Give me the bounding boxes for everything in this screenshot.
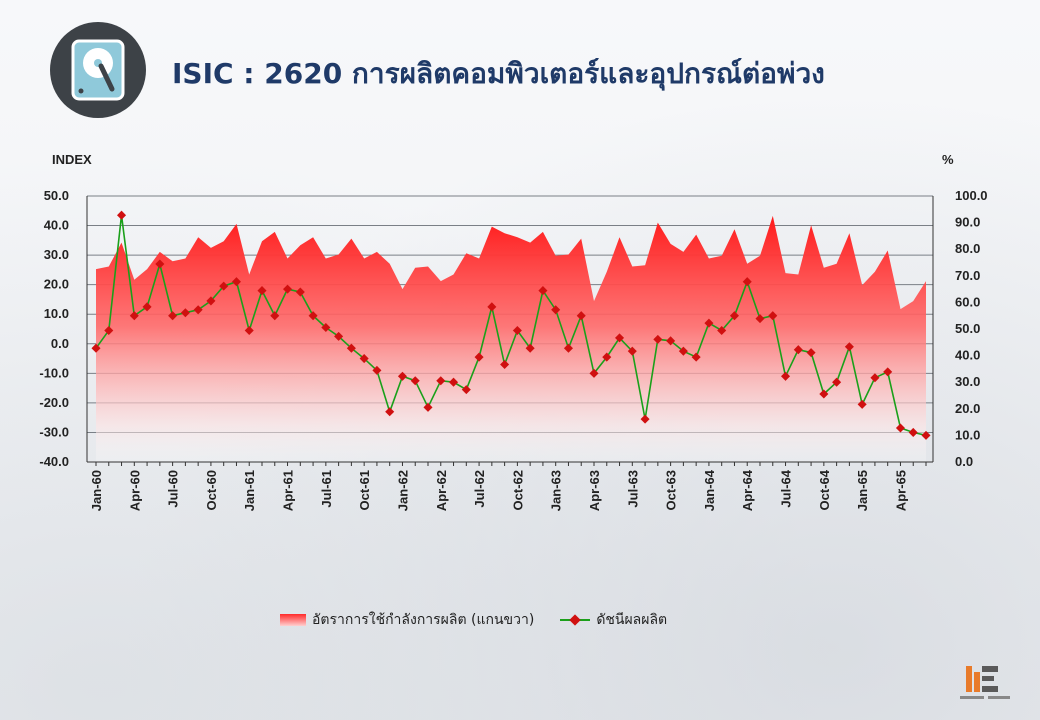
- legend-label-index: ดัชนีผลผลิต: [596, 612, 668, 628]
- x-tick-label: Apr-60: [127, 470, 142, 511]
- x-tick-label: Oct-63: [664, 470, 679, 510]
- index-point: [781, 371, 791, 381]
- legend-item-index: ดัชนีผลผลิต: [560, 609, 667, 631]
- index-point: [755, 314, 765, 324]
- index-point: [819, 389, 829, 399]
- left-tick-label: 50.0: [44, 188, 69, 203]
- right-tick-label: 50.0: [955, 321, 980, 336]
- x-tick-label: Jan-63: [549, 470, 564, 511]
- x-tick-label: Jan-65: [855, 470, 870, 511]
- index-point: [653, 334, 663, 344]
- x-tick-label: Apr-62: [434, 470, 449, 511]
- right-tick-label: 90.0: [955, 215, 980, 230]
- index-point: [219, 281, 229, 291]
- x-tick-label: Jul-63: [625, 470, 640, 508]
- oie-logo: [960, 666, 1010, 699]
- hard-disk-icon: [50, 22, 146, 118]
- index-point: [640, 414, 650, 424]
- x-tick-label: Oct-60: [204, 470, 219, 510]
- x-tick-label: Apr-61: [281, 470, 296, 511]
- left-tick-label: 30.0: [44, 247, 69, 262]
- x-tick-label: Jul-62: [472, 470, 487, 508]
- chart: 50.0 40.0 30.0 20.0 10.0 0.0 -10.0 -20.0 -30.0 -4…: [39, 188, 987, 511]
- right-tick-label: 70.0: [955, 268, 980, 283]
- axes: [86, 196, 934, 466]
- x-tick-label: Jan-62: [395, 470, 410, 511]
- index-point: [678, 346, 688, 356]
- index-point: [244, 325, 254, 336]
- x-tick-label: Apr-63: [587, 470, 602, 511]
- legend-item-capacity: อัตราการใช้กำลังการผลิต (แกนขวา): [280, 609, 534, 631]
- index-point: [206, 296, 216, 306]
- legend-swatch-area: [280, 614, 306, 626]
- left-tick-label: -20.0: [39, 395, 69, 410]
- index-point: [155, 259, 165, 269]
- index-point: [666, 336, 676, 346]
- index-point: [551, 305, 561, 315]
- right-tick-label: 10.0: [955, 427, 980, 442]
- index-point: [806, 348, 816, 358]
- right-tick-label: 0.0: [955, 454, 973, 469]
- index-point: [870, 373, 880, 383]
- index-point: [832, 377, 842, 387]
- x-tick-label: Jul-60: [166, 470, 181, 508]
- index-point: [168, 311, 178, 321]
- index-point: [921, 430, 931, 440]
- left-tick-label: 40.0: [44, 218, 69, 233]
- capacity-area: [96, 215, 926, 462]
- legend-label-capacity: อัตราการใช้กำลังการผลิต (แกนขวา): [312, 612, 535, 628]
- tick-labels: 50.0 40.0 30.0 20.0 10.0 0.0 -10.0 -20.0 -30.0 -4…: [39, 188, 987, 511]
- left-tick-label: 0.0: [51, 336, 69, 351]
- left-tick-label: -40.0: [39, 454, 69, 469]
- capacity-area-series: [96, 215, 926, 462]
- right-axis-title: %: [942, 152, 954, 167]
- index-point: [193, 305, 203, 315]
- left-tick-label: 10.0: [44, 306, 69, 321]
- x-tick-label: Oct-61: [357, 470, 372, 510]
- right-tick-label: 60.0: [955, 294, 980, 309]
- x-tick-label: Apr-64: [740, 469, 755, 511]
- legend: อัตราการใช้กำลังการผลิต (แกนขวา) ดัชนีผล…: [280, 609, 667, 631]
- left-tick-label: -30.0: [39, 424, 69, 439]
- right-tick-label: 30.0: [955, 374, 980, 389]
- index-point: [180, 308, 190, 318]
- right-tick-label: 100.0: [955, 188, 988, 203]
- x-tick-label: Jul-61: [319, 470, 334, 508]
- index-point: [627, 346, 637, 356]
- page-title: ISIC : 2620 การผลิตคอมพิวเตอร์และอุปกรณ์…: [172, 57, 825, 90]
- x-tick-label: Apr-65: [893, 470, 908, 511]
- x-tick-label: Oct-62: [510, 470, 525, 510]
- x-tick-label: Jan-61: [242, 470, 257, 511]
- x-tick-label: Jan-60: [89, 470, 104, 511]
- left-tick-label: -10.0: [39, 365, 69, 380]
- legend-swatch-line: [560, 614, 591, 626]
- right-tick-label: 80.0: [955, 241, 980, 256]
- right-tick-label: 40.0: [955, 348, 980, 363]
- index-point: [104, 325, 114, 336]
- left-tick-label: 20.0: [44, 277, 69, 292]
- index-point: [231, 277, 241, 287]
- right-tick-label: 20.0: [955, 401, 980, 416]
- x-tick-label: Jul-64: [779, 469, 794, 507]
- x-tick-label: Oct-64: [817, 469, 832, 510]
- index-point: [142, 302, 152, 312]
- index-point: [117, 210, 127, 220]
- index-point: [129, 311, 139, 321]
- left-axis-title: INDEX: [52, 152, 92, 167]
- x-tick-label: Jan-64: [702, 469, 717, 511]
